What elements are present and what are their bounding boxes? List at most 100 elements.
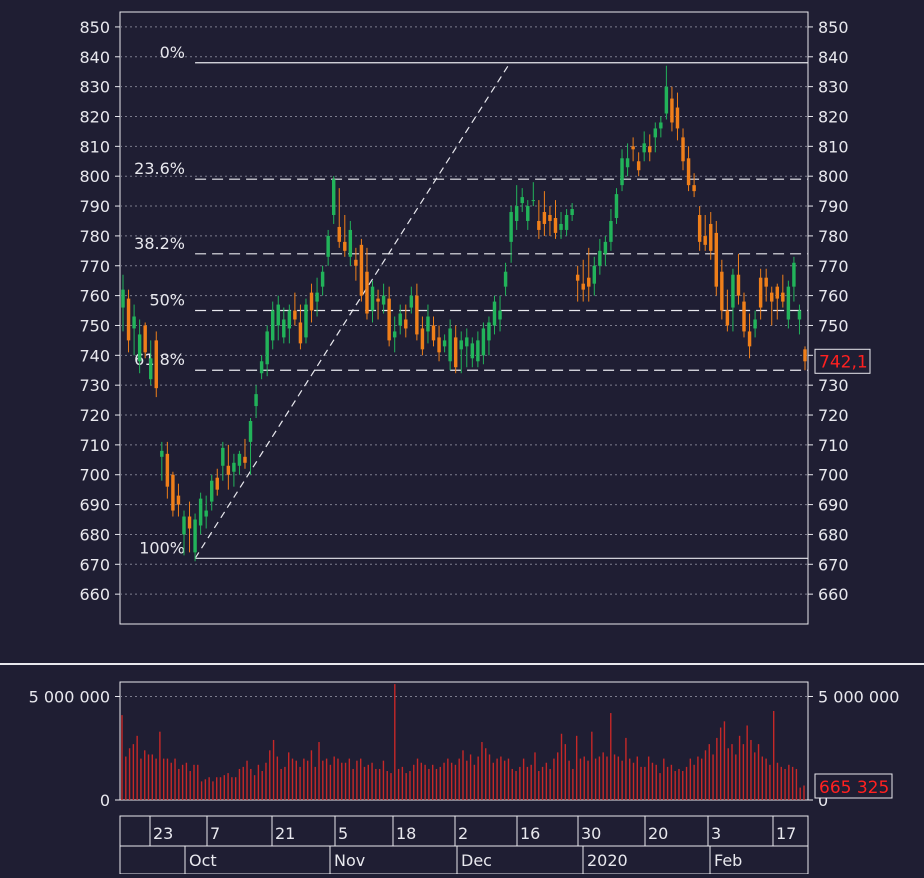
candle — [714, 220, 719, 296]
candle-body — [681, 137, 685, 162]
candle-body — [282, 319, 286, 338]
candle — [526, 200, 530, 230]
candle — [631, 137, 635, 162]
price-tick-label: 760 — [79, 287, 110, 306]
price-tick-label: 660 — [818, 585, 849, 604]
candle-body — [520, 197, 524, 204]
price-tick-label: 690 — [818, 496, 849, 515]
price-tick-label: 810 — [818, 137, 849, 156]
candle-body — [182, 516, 186, 535]
candle-body — [514, 206, 519, 221]
candle — [182, 510, 186, 556]
volume-tick-label: 0 — [100, 791, 110, 810]
price-tick-label: 830 — [79, 78, 110, 97]
month-tick-label: Feb — [714, 851, 742, 870]
candle-body — [614, 194, 619, 218]
price-axis-right: 6606706806907007107207307407507607707807… — [808, 18, 849, 604]
price-tick-label: 660 — [79, 585, 110, 604]
candle-body — [137, 334, 142, 362]
price-tick-label: 840 — [818, 48, 849, 67]
day-tick-label: 21 — [275, 824, 295, 843]
candle — [509, 206, 513, 263]
candle-body — [392, 331, 397, 338]
candle — [370, 280, 375, 323]
candle-body — [160, 450, 164, 457]
candle — [492, 295, 497, 335]
candle-body — [426, 316, 430, 332]
day-tick-label: 20 — [648, 824, 668, 843]
candle-body — [697, 215, 702, 242]
candle-body — [187, 516, 192, 529]
candle-body — [248, 420, 253, 442]
price-tick-label: 690 — [79, 496, 110, 515]
price-tick-label: 750 — [818, 316, 849, 335]
volume-panel — [119, 681, 809, 801]
candle-body — [232, 462, 236, 472]
candle — [797, 304, 802, 335]
candle — [265, 325, 269, 377]
candle-body — [270, 310, 275, 341]
day-tick-label: 2 — [458, 824, 468, 843]
candle — [609, 209, 613, 251]
last-volume-label: 665 325 — [819, 778, 889, 798]
candle — [653, 122, 658, 153]
price-tick-label: 820 — [818, 107, 849, 126]
candle — [404, 304, 408, 338]
candle-body — [542, 212, 547, 224]
day-tick-label: 5 — [338, 824, 348, 843]
candle — [137, 319, 142, 374]
last-price-marker: 742,1 — [814, 348, 871, 374]
candle — [198, 492, 203, 535]
candle-body — [154, 340, 158, 389]
candle — [348, 220, 353, 266]
candle-body — [293, 310, 297, 320]
candle-body — [692, 185, 696, 192]
candle — [592, 256, 597, 296]
fib-level-label: 100% — [139, 538, 185, 557]
candle-body — [171, 474, 175, 511]
candle — [254, 385, 258, 419]
candle — [215, 468, 219, 496]
candle — [243, 438, 247, 469]
candle-body — [609, 220, 613, 242]
candle-body — [376, 298, 380, 302]
candle — [337, 188, 341, 248]
candle — [298, 304, 303, 350]
price-tick-label: 720 — [79, 406, 110, 425]
candle-body — [631, 146, 635, 150]
candle-body — [770, 292, 774, 302]
candle — [276, 295, 280, 341]
candle — [553, 200, 558, 239]
day-tick-label: 18 — [396, 824, 416, 843]
candle-body — [165, 453, 170, 487]
candle — [636, 152, 641, 177]
candle-body — [548, 215, 552, 221]
candle-body — [653, 128, 658, 138]
candle — [642, 131, 646, 162]
candle-body — [758, 277, 763, 308]
candle-body — [354, 259, 358, 266]
candle — [398, 304, 402, 335]
candle — [226, 444, 231, 490]
candle — [270, 301, 275, 350]
candle — [309, 283, 314, 323]
candle — [709, 212, 713, 260]
candle — [381, 283, 386, 314]
candle — [209, 474, 214, 511]
candle-body — [659, 122, 663, 129]
price-tick-label: 770 — [818, 257, 849, 276]
candle — [742, 292, 746, 338]
candle — [498, 295, 502, 332]
candle-body — [254, 394, 258, 407]
candle — [753, 310, 757, 338]
candle-body — [648, 146, 652, 153]
candle — [681, 128, 685, 171]
price-tick-label: 680 — [818, 525, 849, 544]
candle — [387, 286, 391, 347]
candle-body — [620, 158, 624, 186]
day-tick-label: 17 — [776, 824, 796, 843]
price-tick-label: 840 — [79, 48, 110, 67]
fib-level-label: 23.6% — [134, 159, 185, 178]
candlestick-series — [121, 65, 807, 562]
candle — [426, 304, 430, 344]
